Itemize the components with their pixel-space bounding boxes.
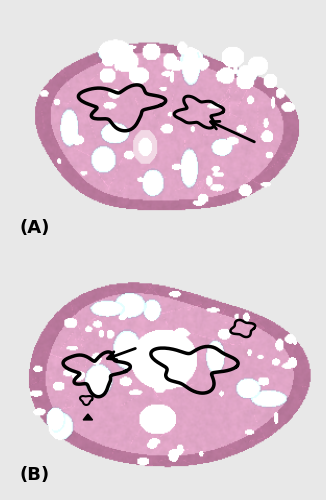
Polygon shape <box>83 414 93 420</box>
Text: (A): (A) <box>19 219 50 238</box>
Text: (B): (B) <box>19 466 49 484</box>
